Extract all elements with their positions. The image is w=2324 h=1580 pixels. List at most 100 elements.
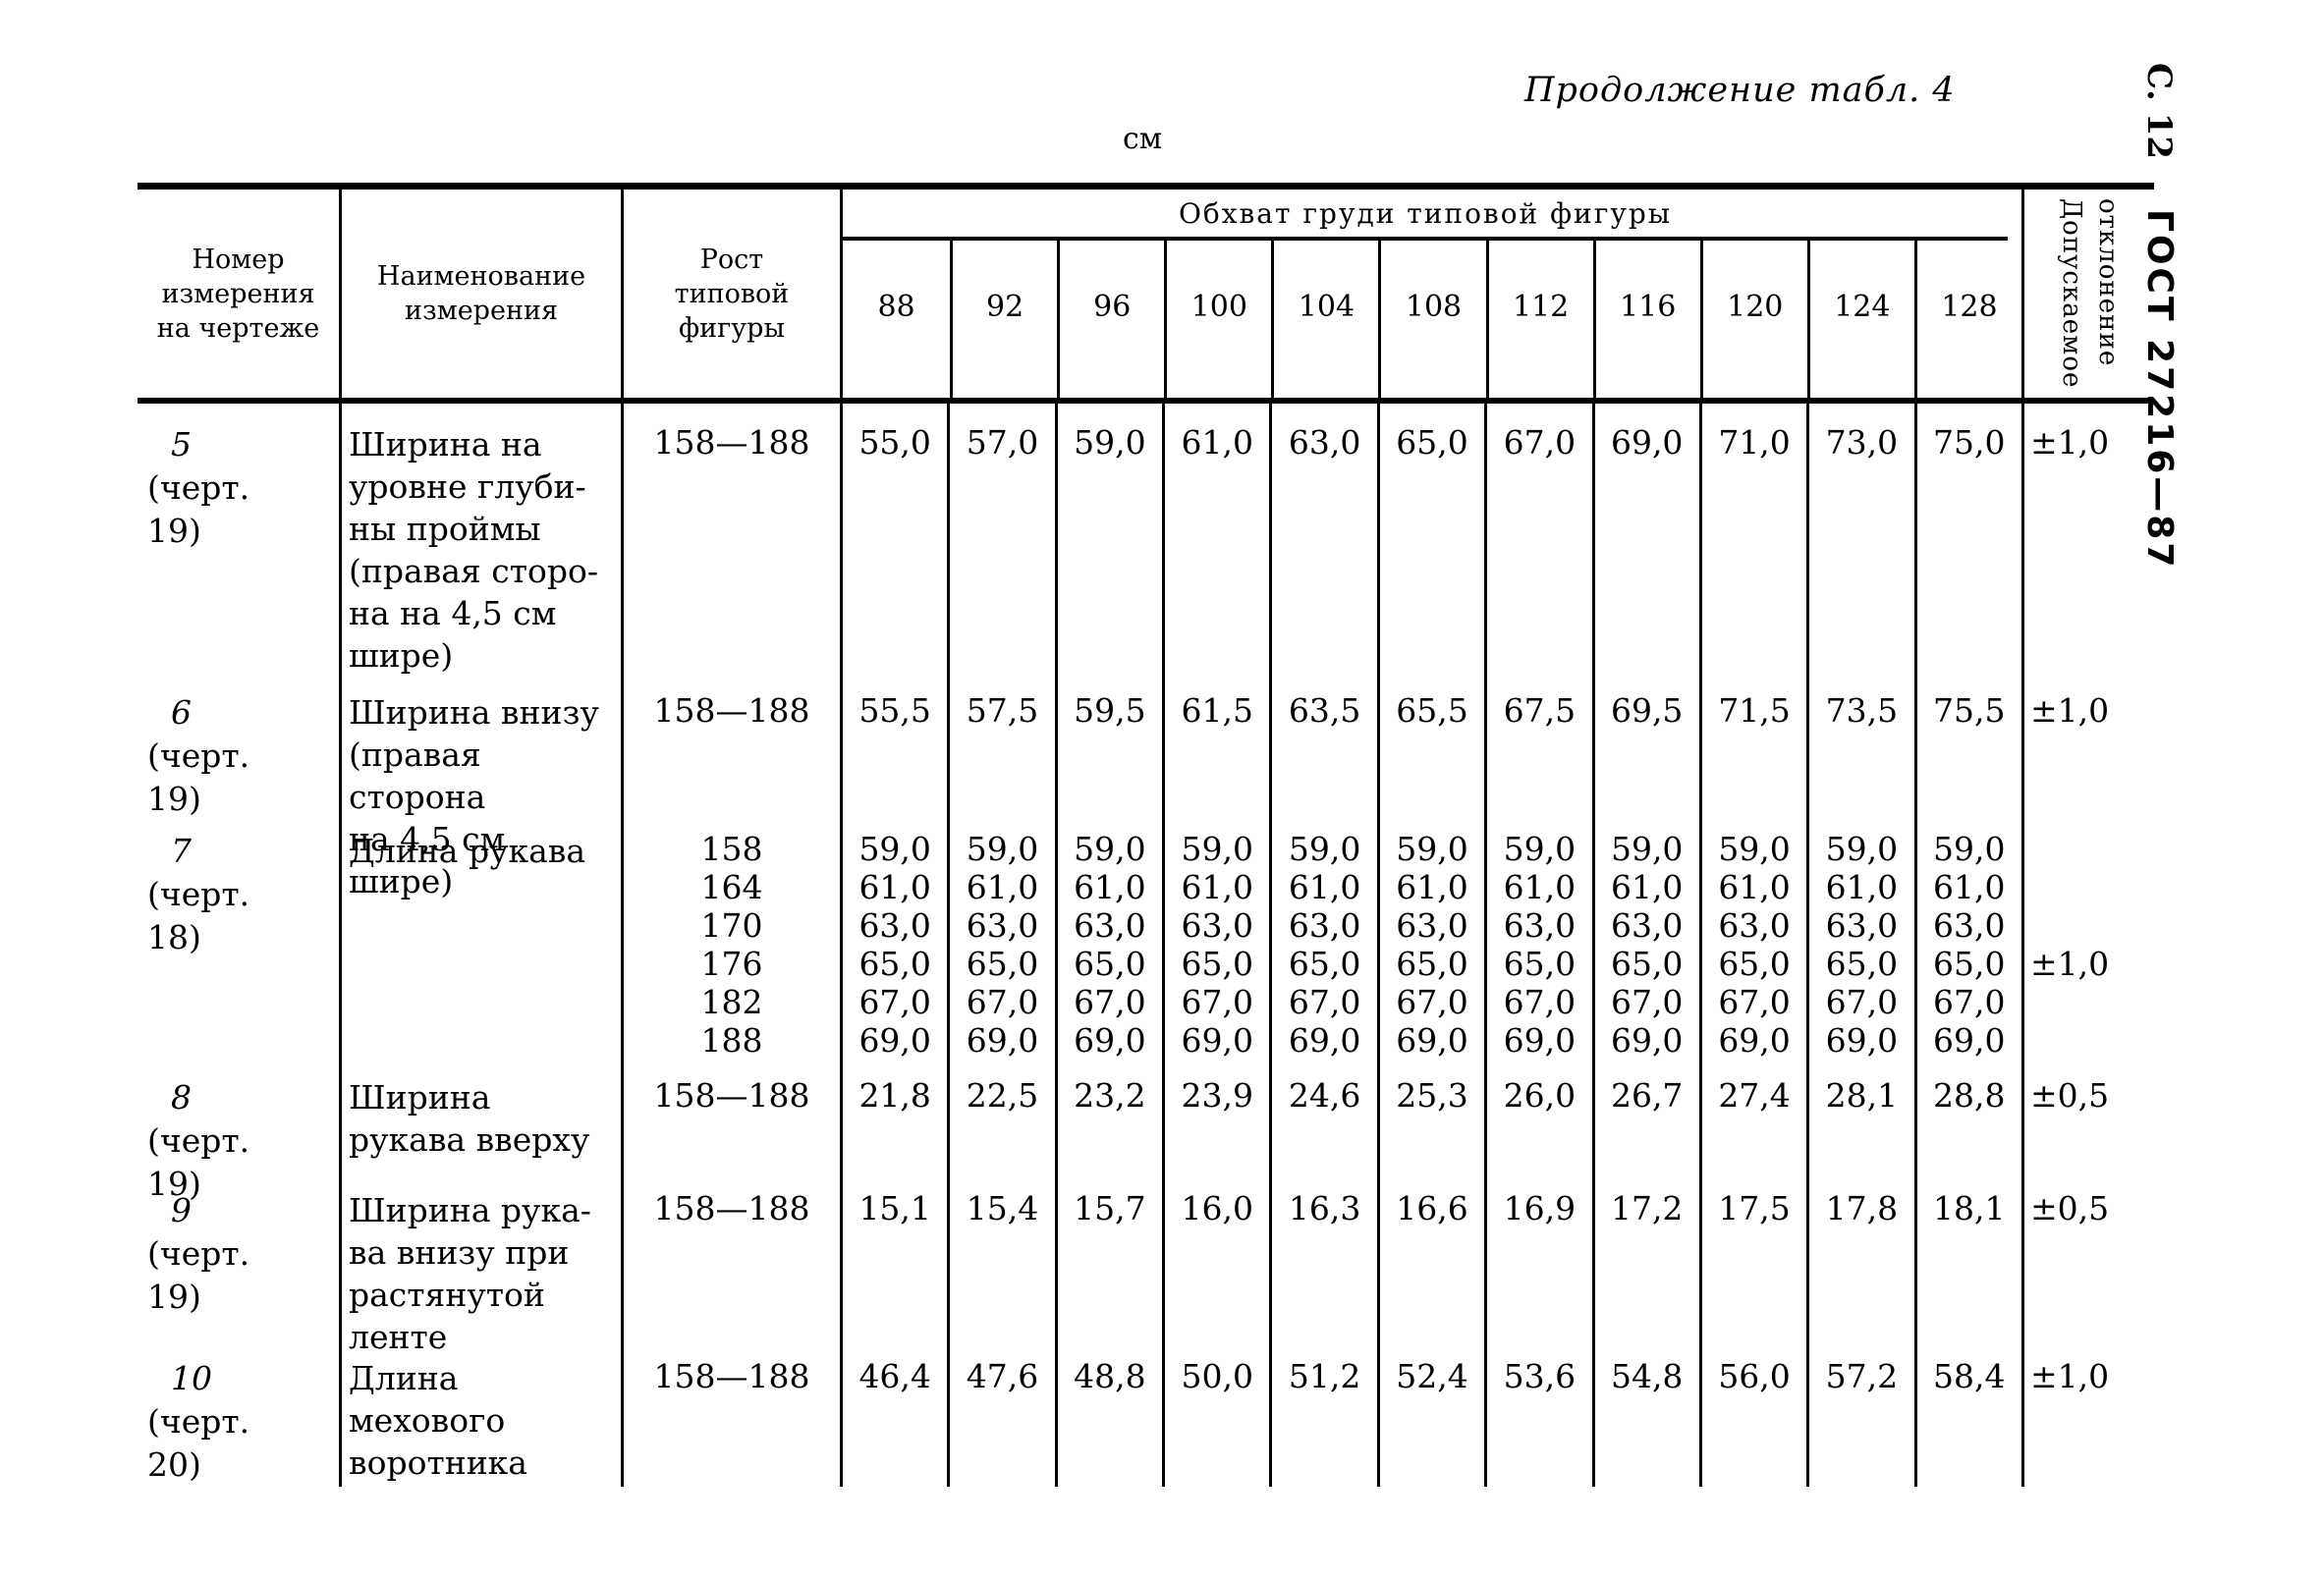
value-cell: 23,2 [1054, 1057, 1162, 1206]
value-cell: 27,4 [1698, 1057, 1806, 1206]
value-cell: 59,0 61,0 63,0 65,0 67,0 69,0 [1054, 816, 1162, 1060]
header-chest-size: 96 [1057, 241, 1164, 398]
value-cell: 16,9 [1484, 1179, 1591, 1358]
value-cell: 58,4 [1913, 1349, 2021, 1487]
height-range: 158—188 [621, 683, 840, 902]
value-cell: 73,5 [1806, 683, 1913, 902]
value-cell: 65,0 [1376, 404, 1484, 683]
header-chest-group: Обхват груди типовой фигуры 88 92 96 100 104… [840, 190, 2021, 398]
row-number-value: 9 [171, 1191, 192, 1229]
header-height: Рост типовой фигуры [621, 190, 840, 398]
value-cell: 56,0 [1698, 1349, 1806, 1487]
header-chest-size: 112 [1485, 241, 1593, 398]
value-cell: 54,8 [1591, 1349, 1699, 1487]
measurement-name: Ширина рука- ва внизу при растянутой лен… [339, 1179, 621, 1358]
height-range: 158 164 170 176 182 188 [621, 816, 840, 1060]
value-cell: 46,4 [840, 1349, 947, 1487]
row-drawing-ref: (черт. 19) [147, 1121, 250, 1203]
value-cell: 75,5 [1913, 683, 2021, 902]
value-cell: 17,8 [1806, 1179, 1913, 1358]
value-cell: 55,5 [840, 683, 947, 902]
row-number-value: 8 [171, 1078, 192, 1117]
header-chest-size: 100 [1164, 241, 1271, 398]
value-cell: 53,6 [1484, 1349, 1591, 1487]
value-cell: 50,0 [1162, 1349, 1269, 1487]
value-cell: 67,5 [1484, 683, 1591, 902]
value-cell: 59,0 [1054, 404, 1162, 683]
header-chest-size: 108 [1378, 241, 1485, 398]
tolerance-cell: ±1,0 [2020, 816, 2154, 1060]
value-cell: 57,5 [947, 683, 1054, 902]
measurement-name: Длина мехового воротника [339, 1349, 621, 1487]
table-header: Номер измерения на чертеже Наименование … [138, 190, 2154, 404]
value-cell: 28,8 [1913, 1057, 2021, 1206]
table-row: 8 (черт. 19) Ширина рукава вверху 158—188 21… [138, 1057, 2154, 1206]
value-cell: 59,0 61,0 63,0 65,0 67,0 69,0 [1913, 816, 2021, 1060]
value-cell: 59,0 61,0 63,0 65,0 67,0 69,0 [1162, 816, 1269, 1060]
row-drawing-ref: (черт. 19) [147, 736, 250, 818]
page-number: С. 12 [2139, 63, 2179, 160]
tolerance-cell: ±0,5 [2020, 1179, 2154, 1358]
value-cell: 26,7 [1591, 1057, 1699, 1206]
row-number: 8 (черт. 19) [138, 1057, 339, 1206]
value-cell: 61,0 [1162, 404, 1269, 683]
row-number: 5 (черт. 19) [138, 404, 339, 683]
value-cell: 17,2 [1591, 1179, 1699, 1358]
value-cell: 26,0 [1484, 1057, 1591, 1206]
tolerance-cell: ±1,0 [2020, 683, 2154, 902]
row-drawing-ref: (черт. 18) [147, 875, 250, 956]
value-cell: 15,7 [1054, 1179, 1162, 1358]
value-cell: 61,5 [1162, 683, 1269, 902]
value-cell: 59,0 61,0 63,0 65,0 67,0 69,0 [840, 816, 947, 1060]
table-continuation-title: Продолжение табл. 4 [1524, 71, 1956, 110]
value-cell: 16,6 [1376, 1179, 1484, 1358]
value-cell: 59,0 61,0 63,0 65,0 67,0 69,0 [1484, 816, 1591, 1060]
value-cell: 59,5 [1054, 683, 1162, 902]
header-chest-size: 92 [950, 241, 1057, 398]
value-cell: 51,2 [1269, 1349, 1376, 1487]
value-cell: 69,0 [1591, 404, 1699, 683]
value-cell: 69,5 [1591, 683, 1699, 902]
value-cell: 25,3 [1376, 1057, 1484, 1206]
measurement-name: Ширина рукава вверху [339, 1057, 621, 1206]
tolerance-cell: ±1,0 [2020, 1349, 2154, 1487]
value-cell: 24,6 [1269, 1057, 1376, 1206]
value-cell: 71,0 [1698, 404, 1806, 683]
value-cell: 52,4 [1376, 1349, 1484, 1487]
value-cell: 59,0 61,0 63,0 65,0 67,0 69,0 [1269, 816, 1376, 1060]
header-chest-size: 124 [1806, 241, 1914, 398]
header-tolerance-label: Допускаемое отклонение [2057, 198, 2123, 389]
row-number-value: 7 [171, 832, 192, 870]
value-cell: 22,5 [947, 1057, 1054, 1206]
value-cell: 55,0 [840, 404, 947, 683]
table-row: 10 (черт. 20) Длина мехового воротника 158—… [138, 1349, 2154, 1487]
table-row: 5 (черт. 19) Ширина на уровне глуби- ны пр… [138, 404, 2154, 683]
row-number: 9 (черт. 19) [138, 1179, 339, 1358]
value-cell: 57,2 [1806, 1349, 1913, 1487]
value-cell: 71,5 [1698, 683, 1806, 902]
value-cell: 18,1 [1913, 1179, 2021, 1358]
header-chest-size: 116 [1592, 241, 1700, 398]
header-measurement-name: Наименование измерения [339, 190, 621, 398]
header-tolerance: Допускаемое отклонение [2021, 190, 2154, 398]
value-cell: 57,0 [947, 404, 1054, 683]
measurement-name: Ширина внизу (правая сторона на 4,5 см ш… [339, 683, 621, 902]
value-cell: 47,6 [947, 1349, 1054, 1487]
header-measurement-number: Номер измерения на чертеже [156, 244, 320, 344]
header-chest-size: 128 [1913, 241, 2021, 398]
tolerance-cell: ±1,0 [2020, 404, 2154, 683]
height-range: 158—188 [621, 1349, 840, 1487]
value-cell: 65,5 [1376, 683, 1484, 902]
header-chest-size: 120 [1699, 241, 1807, 398]
value-cell: 75,0 [1913, 404, 2021, 683]
measurement-name: Длина рукава [339, 816, 621, 1060]
value-cell: 16,0 [1162, 1179, 1269, 1358]
value-cell: 23,9 [1162, 1057, 1269, 1206]
header-chest-size: 104 [1271, 241, 1378, 398]
row-drawing-ref: (черт. 19) [147, 1234, 250, 1316]
value-cell: 15,1 [840, 1179, 947, 1358]
measurements-table: Номер измерения на чертеже Наименование … [138, 183, 2154, 1487]
height-range: 158—188 [621, 404, 840, 683]
value-cell: 59,0 61,0 63,0 65,0 67,0 69,0 [1591, 816, 1699, 1060]
